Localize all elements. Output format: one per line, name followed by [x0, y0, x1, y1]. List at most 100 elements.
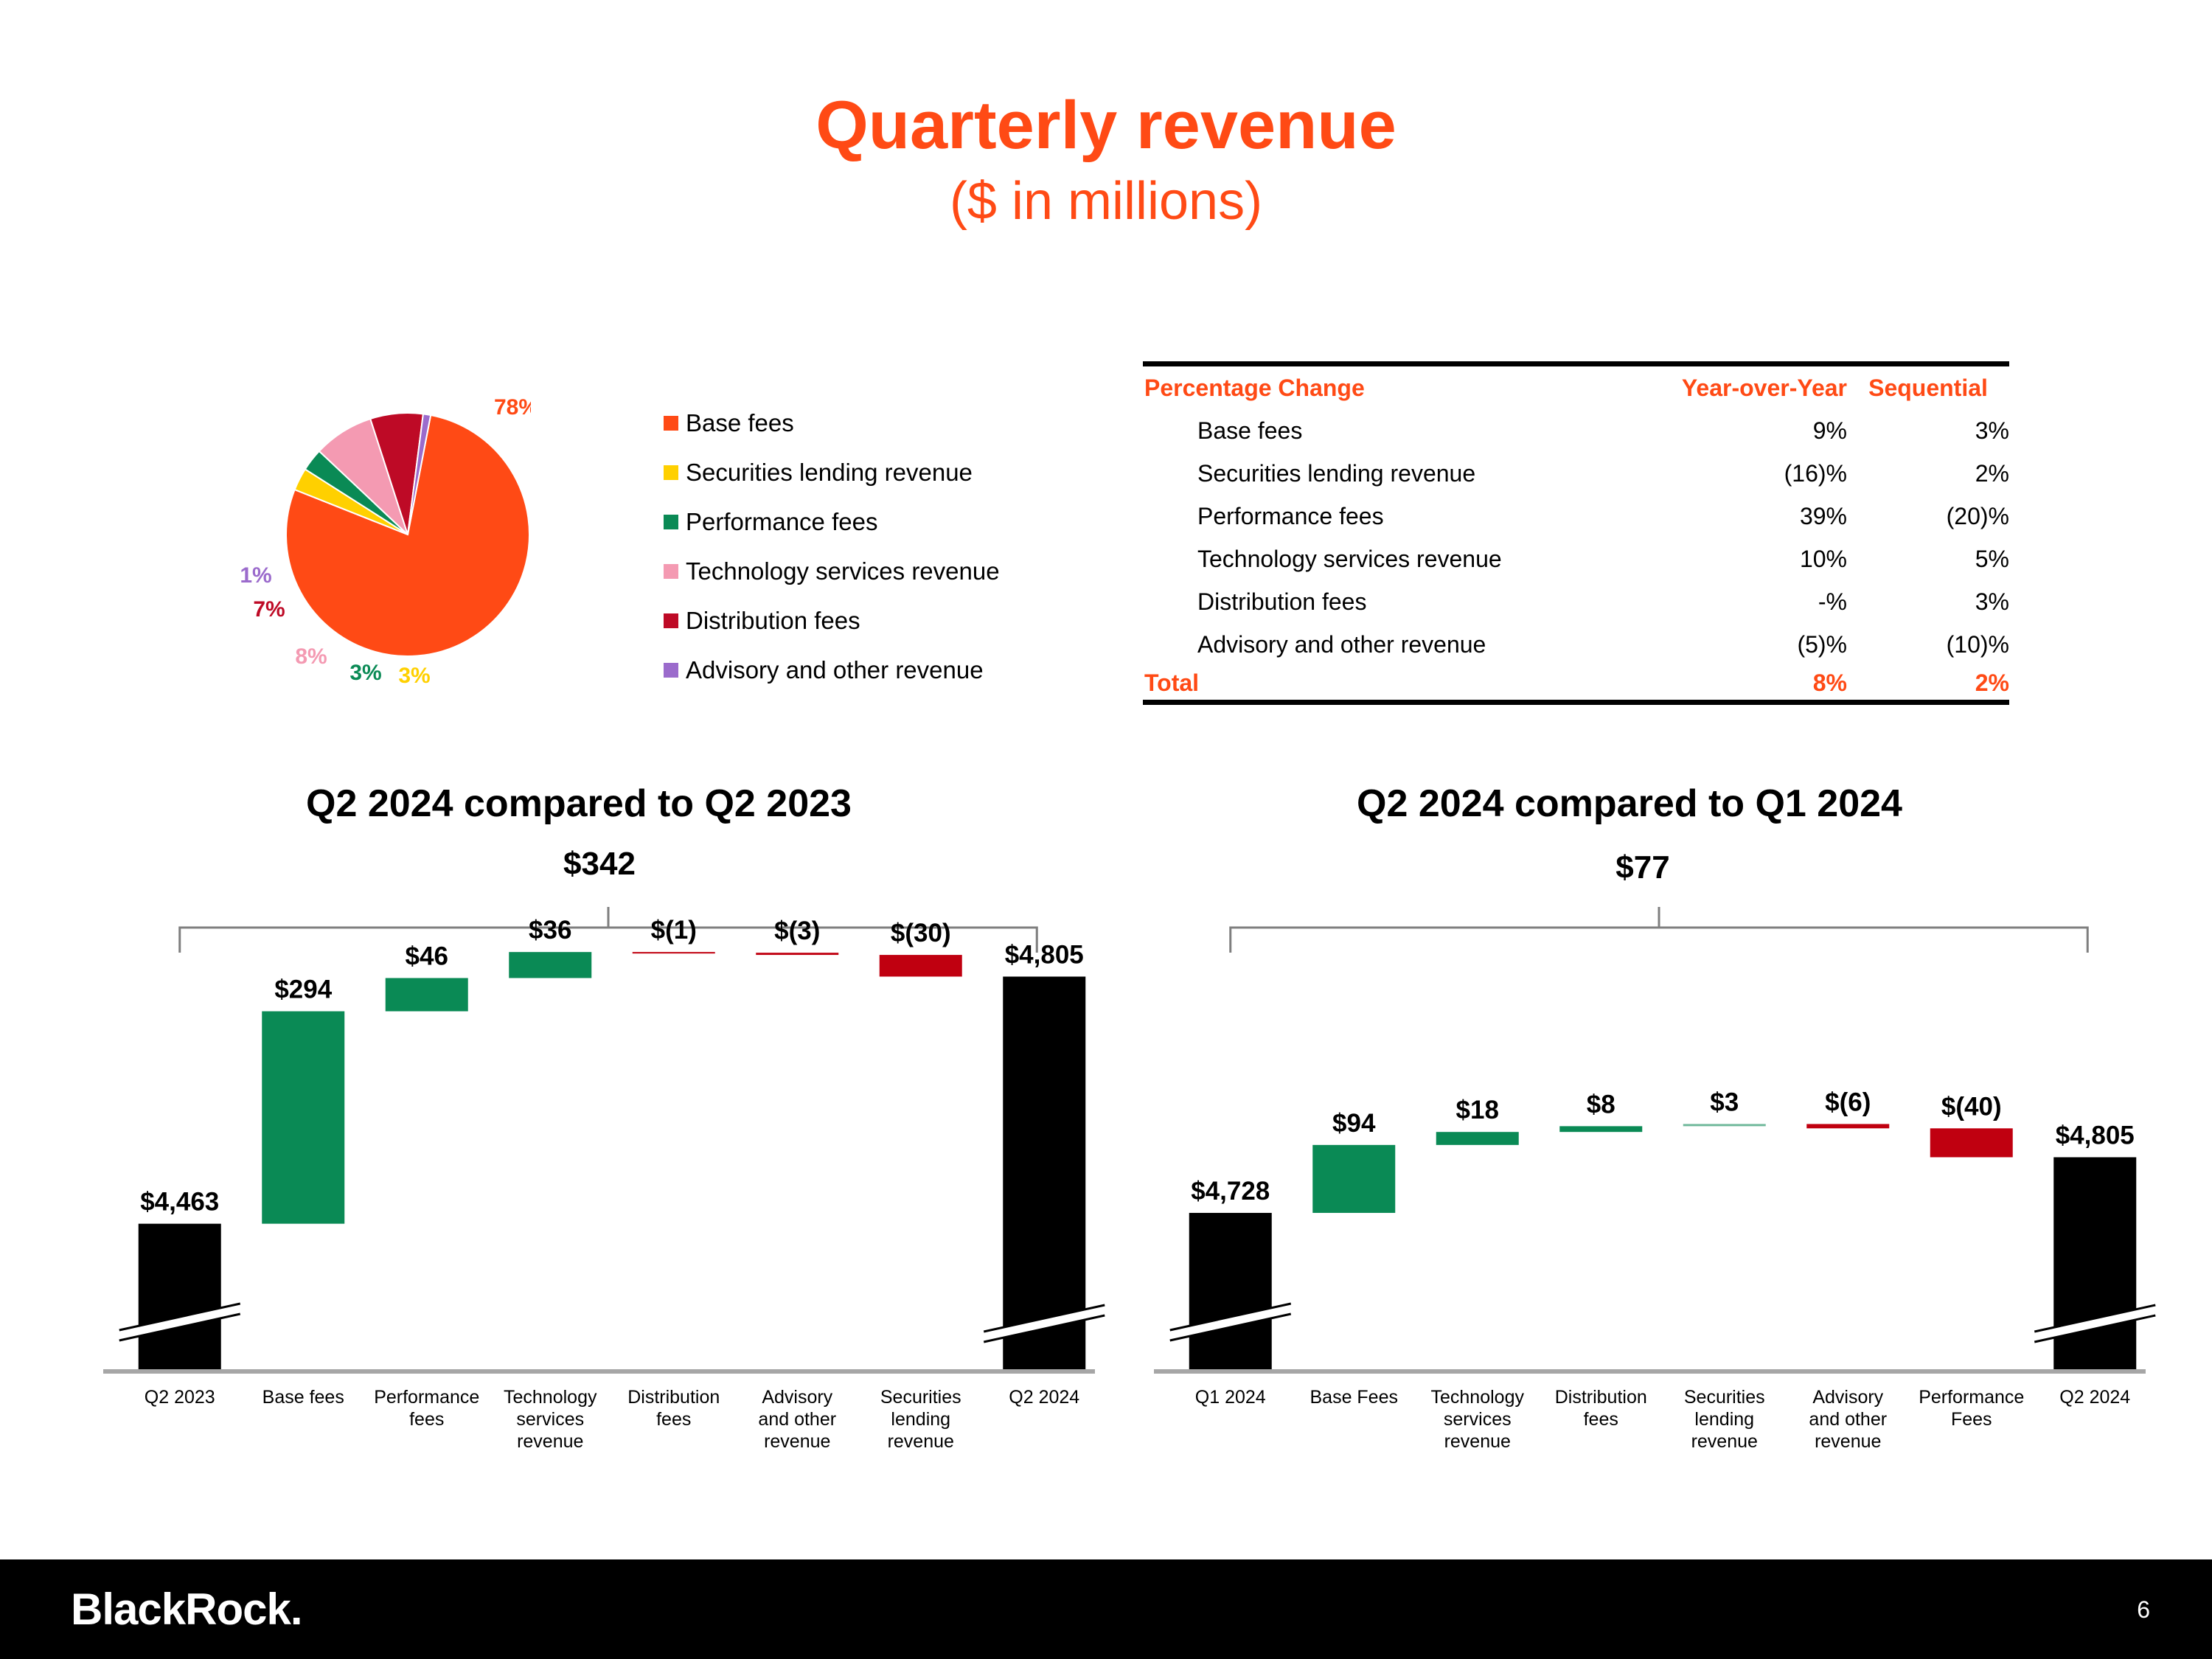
- axis-break-gap: [2034, 1305, 2156, 1342]
- waterfall-bar: [1806, 1124, 1890, 1129]
- waterfall-bar: [756, 953, 839, 956]
- table-total-row: Total 8% 2%: [1143, 666, 2009, 700]
- legend-swatch: [664, 415, 678, 431]
- total-yoy: 8%: [1812, 669, 1847, 696]
- row-yoy: (16)%: [1784, 459, 1847, 487]
- waterfall-bar: [2053, 1157, 2137, 1371]
- legend-label: Distribution fees: [686, 606, 860, 634]
- table-row: Performance fees 39% (20)%: [1143, 495, 2009, 538]
- axis-break-gap: [119, 1304, 240, 1340]
- waterfall-bar: [1189, 1212, 1272, 1371]
- pie-slice-label: 8%: [295, 644, 327, 669]
- pie-slice-label: 3%: [398, 664, 430, 688]
- legend-label: Technology services revenue: [686, 557, 1000, 585]
- row-seq: (10)%: [1946, 630, 2009, 658]
- category-label: lending: [1694, 1409, 1754, 1430]
- axis-break-lines: [2034, 1304, 2156, 1343]
- total-change-bracket: [178, 907, 1038, 953]
- category-label: Q1 2024: [1195, 1387, 1266, 1408]
- category-label: fees: [409, 1409, 444, 1430]
- category-label: revenue: [1815, 1431, 1881, 1452]
- category-label: revenue: [764, 1431, 830, 1452]
- legend-item: Technology services revenue: [664, 546, 1000, 596]
- axis-break-lines: [1169, 1302, 1292, 1342]
- legend-item: Distribution fees: [664, 596, 1000, 645]
- category-label: Q2 2024: [2059, 1387, 2130, 1408]
- waterfall-bar: [1312, 1144, 1396, 1213]
- blackrock-logo: BlackRock.: [71, 1585, 302, 1634]
- category-label: revenue: [1691, 1431, 1758, 1452]
- legend-item: Advisory and other revenue: [664, 645, 1000, 695]
- axis-break-gap: [1169, 1304, 1291, 1340]
- total-change-label-yoy: $342: [563, 846, 636, 882]
- row-seq: 3%: [1975, 417, 2009, 444]
- bar-value-label: $(1): [651, 916, 697, 945]
- legend-item: Base fees: [664, 398, 1000, 448]
- table-row: Securities lending revenue (16)% 2%: [1143, 452, 2009, 495]
- row-yoy: -%: [1818, 588, 1847, 615]
- chart-title-sequential: Q2 2024 compared to Q1 2024: [1357, 782, 1902, 825]
- waterfall-bar: [1930, 1128, 2013, 1158]
- legend-label: Advisory and other revenue: [686, 655, 984, 684]
- category-label: services: [516, 1409, 584, 1430]
- legend-swatch: [664, 563, 678, 579]
- waterfall-bar: [632, 952, 715, 954]
- header-percentage-change: Percentage Change: [1144, 374, 1365, 401]
- category-label: Technology: [504, 1387, 597, 1408]
- waterfall-chart-yoy: $4,463 Q2 2023 $294 Base fees $46 Performance…: [103, 907, 1105, 1452]
- table-row: Distribution fees -% 3%: [1143, 580, 2009, 623]
- total-change-bracket: [1229, 907, 2089, 953]
- bar-value-label: $46: [406, 942, 448, 970]
- bar-value-label: $36: [529, 916, 571, 945]
- bar-value-label: $3: [1710, 1088, 1739, 1116]
- legend-item: Performance fees: [664, 497, 1000, 546]
- row-yoy: 10%: [1799, 545, 1847, 572]
- bar-value-label: $8: [1587, 1090, 1615, 1119]
- table-header-row: Percentage Change Year-over-Year Sequent…: [1143, 366, 2009, 409]
- category-label: Distribution: [627, 1387, 720, 1408]
- bar-value-label: $(40): [1941, 1092, 2002, 1121]
- total-label: Total: [1144, 669, 1200, 696]
- legend-label: Base fees: [686, 408, 794, 437]
- row-yoy: 9%: [1812, 417, 1847, 444]
- waterfall-chart-sequential: $4,728 Q1 2024 $94 Base Fees $18 Technologyse…: [1154, 907, 2156, 1452]
- page-title: Quarterly revenue: [815, 88, 1397, 163]
- table-row: Technology services revenue 10% 5%: [1143, 538, 2009, 580]
- legend-swatch: [664, 613, 678, 628]
- pie-slice-label: 7%: [253, 597, 285, 622]
- bar-value-label: $18: [1456, 1096, 1499, 1124]
- row-label: Distribution fees: [1197, 588, 1367, 615]
- pie-slice-label: 78%: [494, 395, 531, 420]
- category-label: Base Fees: [1310, 1387, 1398, 1408]
- category-label: fees: [656, 1409, 691, 1430]
- bar-value-label: $(6): [1825, 1088, 1871, 1116]
- row-label: Base fees: [1197, 417, 1303, 444]
- category-label: revenue: [517, 1431, 583, 1452]
- category-label: and other: [758, 1409, 836, 1430]
- waterfall-bar: [262, 1011, 345, 1224]
- category-label: revenue: [1444, 1431, 1511, 1452]
- legend-label: Securities lending revenue: [686, 458, 973, 486]
- category-label: Fees: [1951, 1409, 1992, 1430]
- category-label: Performance: [1919, 1387, 2024, 1408]
- waterfall-bar: [509, 952, 592, 978]
- waterfall-bar: [385, 978, 468, 1012]
- row-label: Performance fees: [1197, 502, 1384, 529]
- axis-break-lines: [119, 1302, 241, 1342]
- legend-swatch: [664, 465, 678, 480]
- waterfall-bar: [1436, 1132, 1519, 1145]
- legend-label: Performance fees: [686, 507, 878, 535]
- bar-value-label: $4,463: [140, 1188, 219, 1217]
- axis-break-lines: [983, 1304, 1105, 1343]
- footer-bar: BlackRock. 6: [0, 1559, 2212, 1659]
- category-label: Securities: [880, 1387, 961, 1408]
- total-change-label-sequential: $77: [1615, 849, 1670, 886]
- row-seq: 2%: [1975, 459, 2009, 487]
- legend-item: Securities lending revenue: [664, 448, 1000, 497]
- row-label: Advisory and other revenue: [1197, 630, 1486, 658]
- category-label: Securities: [1684, 1387, 1765, 1408]
- revenue-pie-chart: 78% 3% 3% 8% 7% 1%: [240, 395, 531, 688]
- pie-slice-label: 1%: [240, 563, 271, 588]
- waterfall-bar: [1003, 976, 1086, 1371]
- category-label: Distribution: [1555, 1387, 1647, 1408]
